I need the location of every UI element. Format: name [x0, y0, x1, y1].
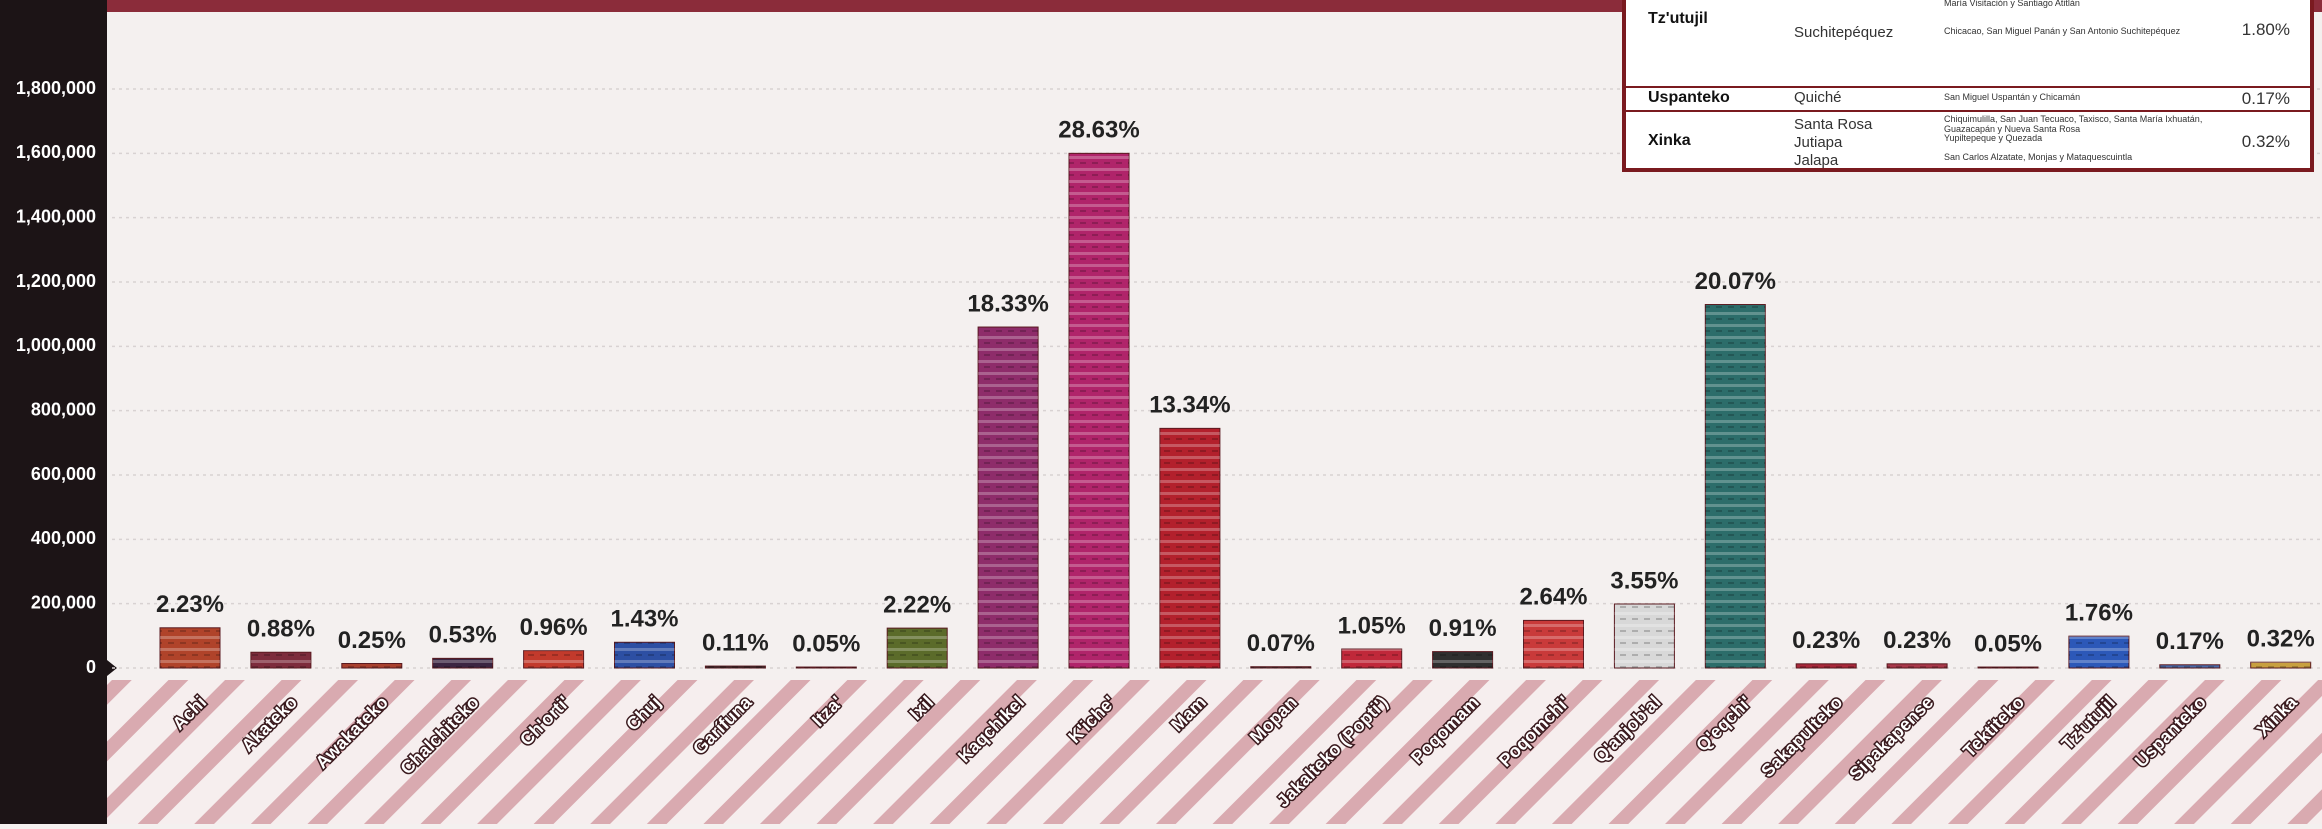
municipalities: San Carlos Alzatate, Monjas y Mataquescu… [1944, 152, 2133, 162]
table-row: Tz'utujil 1.80% Suchitepéquez María Visitac… [1626, 0, 2310, 88]
value-label: 2.64% [1519, 584, 1587, 611]
axis-panel [0, 0, 107, 824]
municipalities: María Visitación y Santiago Atitlán [1944, 0, 2080, 8]
department: Santa Rosa [1794, 116, 1873, 133]
municipalities: Chicacao, San Miguel Panán y San Antonio… [1944, 26, 2181, 36]
y-tick-label: 1,600,000 [16, 142, 96, 162]
y-tick-label: 1,800,000 [16, 78, 96, 98]
value-label: 0.05% [1974, 630, 2042, 657]
bar-texture [614, 642, 675, 668]
bar-texture [1341, 649, 1402, 668]
value-label: 0.88% [247, 616, 315, 643]
value-label: 28.63% [1058, 117, 1139, 144]
bar-texture [1887, 663, 1948, 668]
bar-texture [1250, 666, 1311, 668]
bar-texture [887, 628, 948, 668]
value-label: 0.53% [429, 622, 497, 649]
department: Suchitepéquez [1794, 24, 1894, 41]
bar-texture [432, 658, 493, 668]
bar-texture [1614, 603, 1675, 668]
bar-texture [1796, 663, 1857, 668]
bar-texture [523, 650, 584, 668]
value-label: 3.55% [1610, 567, 1678, 594]
bar-texture [796, 667, 857, 668]
value-label: 2.23% [156, 591, 224, 618]
y-tick-label: 0 [86, 657, 96, 677]
value-label: 20.07% [1695, 268, 1776, 295]
value-label: 0.05% [792, 630, 860, 657]
bar-texture [2159, 664, 2220, 668]
bar-texture [1069, 153, 1129, 669]
y-tick-label: 800,000 [31, 399, 96, 419]
value-label: 1.05% [1338, 612, 1406, 639]
value-label: 0.91% [1429, 615, 1497, 642]
municipalities: Chiquimulilla, San Juan Tecuaco, Taxisco… [1944, 114, 2203, 134]
value-label: 1.43% [610, 606, 678, 633]
share: 0.17% [2241, 89, 2290, 108]
value-label: 0.25% [338, 627, 406, 654]
bar-texture [1159, 428, 1220, 668]
value-label: 0.23% [1792, 627, 1860, 654]
table-row: Xinka 0.32% Santa Rosa Jutiapa Jalapa Chiquim… [1626, 110, 2310, 172]
value-label: 2.22% [883, 591, 951, 618]
share: 1.80% [2241, 20, 2290, 39]
bar-texture [978, 327, 1039, 668]
y-tick-label: 1,200,000 [16, 271, 96, 291]
bar-texture [341, 663, 402, 668]
value-label: 0.11% [702, 629, 769, 656]
bar-texture [1432, 651, 1493, 668]
bar-texture [2250, 662, 2311, 668]
y-tick-label: 200,000 [31, 592, 96, 612]
bar-texture [1978, 667, 2038, 668]
value-label: 0.17% [2156, 628, 2224, 655]
value-label: 13.34% [1149, 392, 1230, 419]
bar-texture [1705, 304, 1766, 668]
bottom-stripes [107, 680, 2322, 824]
municipalities: San Miguel Uspantán y Chicamán [1944, 92, 2081, 102]
department: Jutiapa [1794, 134, 1843, 151]
y-tick-label: 600,000 [31, 464, 96, 484]
table-row: Uspanteko 0.17% Quiché San Miguel Uspantán … [1626, 86, 2310, 112]
language: Tz'utujil [1648, 10, 1708, 27]
y-tick-label: 1,400,000 [16, 206, 96, 226]
bar-texture [160, 627, 220, 668]
bar-texture [1523, 620, 1584, 668]
bar-texture [2068, 636, 2129, 668]
language: Xinka [1648, 132, 1691, 149]
department: Jalapa [1794, 152, 1839, 169]
municipalities: Yupiltepeque y Quezada [1944, 133, 2043, 143]
y-tick-label: 400,000 [31, 528, 96, 548]
y-tick-label: 1,000,000 [16, 335, 96, 355]
value-label: 0.07% [1247, 630, 1315, 657]
value-label: 1.76% [2065, 599, 2133, 626]
bar-texture [705, 666, 766, 668]
value-label: 0.23% [1883, 627, 1951, 654]
legend-table: Tz'utujil 1.80% Suchitepéquez María Visitac… [1622, 0, 2314, 172]
value-label: 0.96% [520, 614, 588, 641]
value-label: 0.32% [2247, 626, 2315, 653]
language: Uspanteko [1648, 89, 1730, 106]
bar-texture [250, 652, 311, 668]
value-label: 18.33% [967, 290, 1048, 317]
department: Quiché [1794, 89, 1842, 106]
share: 0.32% [2241, 132, 2290, 151]
